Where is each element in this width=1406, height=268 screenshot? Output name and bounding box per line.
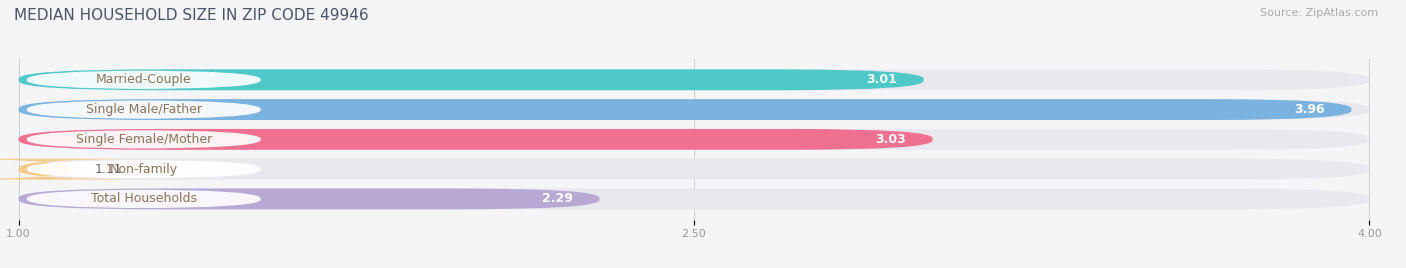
FancyBboxPatch shape (18, 69, 924, 90)
FancyBboxPatch shape (0, 159, 160, 180)
Text: 3.01: 3.01 (866, 73, 897, 86)
Text: Married-Couple: Married-Couple (96, 73, 191, 86)
Text: 2.29: 2.29 (541, 192, 572, 205)
Text: Single Male/Father: Single Male/Father (86, 103, 201, 116)
FancyBboxPatch shape (18, 188, 1369, 209)
Text: Source: ZipAtlas.com: Source: ZipAtlas.com (1260, 8, 1378, 18)
Text: 1.11: 1.11 (96, 163, 122, 176)
FancyBboxPatch shape (18, 129, 932, 150)
Text: MEDIAN HOUSEHOLD SIZE IN ZIP CODE 49946: MEDIAN HOUSEHOLD SIZE IN ZIP CODE 49946 (14, 8, 368, 23)
FancyBboxPatch shape (18, 99, 1351, 120)
FancyBboxPatch shape (27, 100, 262, 119)
FancyBboxPatch shape (18, 69, 1369, 90)
Text: 3.03: 3.03 (875, 133, 905, 146)
FancyBboxPatch shape (27, 160, 262, 178)
Text: Non-family: Non-family (110, 163, 177, 176)
FancyBboxPatch shape (18, 129, 1369, 150)
FancyBboxPatch shape (18, 188, 599, 209)
FancyBboxPatch shape (18, 99, 1369, 120)
Text: Total Households: Total Households (91, 192, 197, 205)
FancyBboxPatch shape (27, 130, 262, 148)
FancyBboxPatch shape (27, 70, 262, 89)
FancyBboxPatch shape (18, 159, 1369, 180)
Text: 3.96: 3.96 (1294, 103, 1324, 116)
FancyBboxPatch shape (27, 190, 262, 208)
Text: Single Female/Mother: Single Female/Mother (76, 133, 212, 146)
